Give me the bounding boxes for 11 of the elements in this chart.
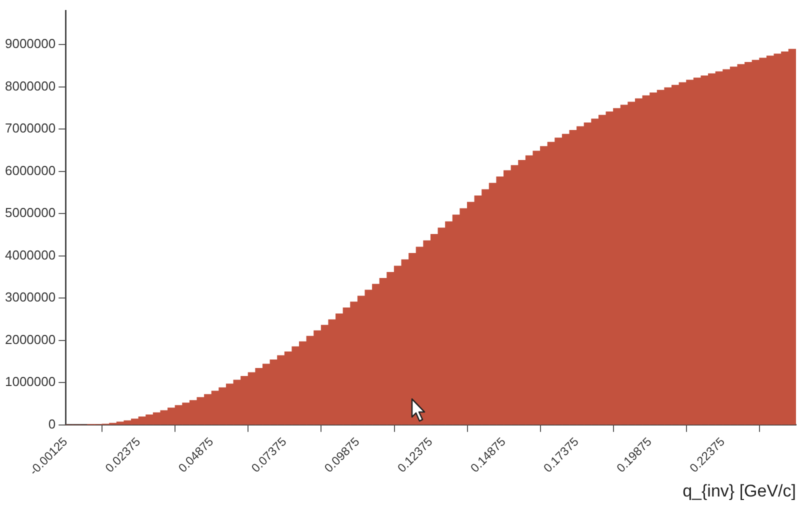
y-tick-label: 1000000 bbox=[4, 374, 56, 390]
y-tick-label: 5000000 bbox=[4, 205, 56, 220]
x-axis-title: q_{inv} [GeV/c] bbox=[682, 481, 796, 500]
y-tick-label: 0 bbox=[48, 416, 56, 432]
y-tick-label: 9000000 bbox=[4, 36, 56, 52]
y-tick-label: 6000000 bbox=[4, 162, 56, 178]
y-tick-label: 8000000 bbox=[4, 78, 56, 94]
y-tick-label: 2000000 bbox=[4, 332, 56, 347]
y-tick-label: 4000000 bbox=[4, 247, 56, 262]
y-tick-label: 7000000 bbox=[4, 120, 56, 136]
y-tick-label: 3000000 bbox=[4, 290, 56, 305]
